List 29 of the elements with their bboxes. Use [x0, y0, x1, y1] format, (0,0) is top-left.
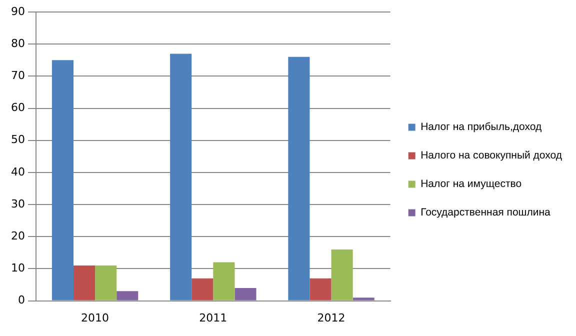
- bar: [170, 54, 192, 300]
- y-tick-label: 90: [10, 4, 25, 18]
- legend-label: Налог на имущество: [420, 178, 522, 190]
- x-tick-label: 2010: [81, 311, 110, 324]
- bar: [95, 266, 117, 300]
- bar: [74, 266, 96, 300]
- bar: [116, 291, 138, 300]
- bar: [234, 288, 256, 300]
- y-tick-label: 10: [10, 262, 25, 275]
- bar: [52, 60, 74, 300]
- y-tick-label: 0: [18, 294, 25, 307]
- legend-label: Налог на прибыль,доход: [420, 121, 542, 134]
- bar: [192, 278, 214, 300]
- bar: [310, 278, 332, 300]
- bar: [213, 262, 235, 300]
- y-tick-label: 70: [10, 69, 25, 82]
- bar: [331, 249, 353, 300]
- y-tick-label: 30: [10, 197, 25, 210]
- y-tick-label: 40: [10, 165, 25, 178]
- legend-label: Налого на совокупный доход: [420, 150, 562, 162]
- x-tick-label: 2012: [317, 311, 346, 324]
- y-tick-label: 20: [10, 229, 25, 242]
- legend-label: Государственная пошлина: [420, 206, 550, 219]
- x-tick-label: 2011: [199, 311, 228, 324]
- y-tick-label: 50: [10, 133, 25, 146]
- y-tick-label: 60: [10, 101, 25, 114]
- y-tick-label: 80: [10, 36, 25, 50]
- bar: [288, 56, 310, 300]
- bar: [352, 298, 374, 300]
